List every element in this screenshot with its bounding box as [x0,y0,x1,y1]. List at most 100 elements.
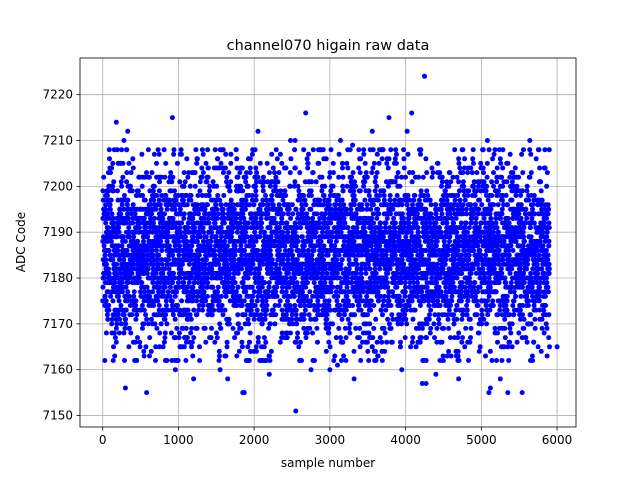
data-point [316,303,322,308]
data-point [366,188,372,194]
data-point [272,170,277,176]
data-point [364,293,370,299]
data-point [338,266,344,272]
data-point [383,252,389,258]
data-point [402,289,408,295]
data-point [445,252,451,258]
data-point [395,170,401,176]
data-point [334,298,340,304]
data-point [153,229,159,235]
data-point [435,270,441,276]
data-point [264,303,270,308]
data-point [465,298,471,304]
data-point [187,229,193,235]
data-point [338,335,343,341]
data-point [129,312,135,318]
data-point [117,206,123,212]
data-point [192,225,197,231]
data-point [359,252,365,258]
data-point [303,202,309,208]
data-point [260,298,265,304]
data-point [477,197,482,203]
data-point [305,248,311,253]
data-point [451,312,457,318]
data-point [285,229,291,235]
data-point [209,312,215,318]
data-point [238,243,244,249]
data-point [398,220,404,226]
data-point [312,234,318,240]
data-point [323,321,329,327]
data-point [232,280,238,286]
data-point [273,174,279,180]
data-point [371,160,377,166]
data-point [418,188,424,194]
data-point [377,193,383,198]
data-point [459,206,465,212]
data-point [410,335,416,341]
data-point [468,335,473,341]
data-point [358,270,364,276]
data-point [155,298,161,304]
data-point [258,215,264,221]
data-point [189,275,195,281]
data-point [212,252,218,258]
data-point [102,358,108,363]
data-point [188,248,194,253]
data-point [424,335,429,341]
data-point [340,174,346,180]
data-point [235,312,241,318]
data-point [137,344,143,350]
data-point [439,183,444,189]
data-point [157,330,163,336]
data-point [419,252,425,258]
data-point [385,165,391,171]
data-point [280,197,286,203]
data-point [162,284,168,290]
data-point [265,266,271,272]
data-point [122,358,127,363]
data-point [290,252,296,258]
data-point [396,234,402,240]
data-point [223,165,228,171]
data-point [103,298,109,304]
data-point [429,275,435,281]
data-point [108,170,113,176]
data-point [125,289,131,295]
data-point [442,261,448,267]
data-point [304,220,310,226]
data-point [333,206,339,212]
data-point [472,202,478,208]
data-point [203,234,209,240]
data-point [298,266,304,272]
data-point [438,206,444,212]
data-point [344,183,350,189]
data-point [330,183,336,189]
data-point [165,261,170,267]
data-point [188,197,194,203]
data-point [251,243,256,249]
data-point [238,325,244,331]
data-point [310,330,315,336]
data-point [407,197,413,203]
data-point [207,243,213,249]
data-point [202,270,208,276]
data-point [400,215,406,221]
data-point [462,225,468,231]
data-point [371,220,377,226]
data-point [162,266,168,272]
data-point [361,147,367,153]
data-point [454,275,460,281]
data-point [156,307,162,313]
data-point [442,188,448,194]
data-point [384,280,390,286]
data-point [415,225,421,231]
data-point [126,225,132,231]
data-point [276,248,282,253]
data-point [119,280,125,286]
data-point [402,312,408,318]
data-point [117,270,123,276]
data-point [265,289,271,295]
data-point [247,330,253,336]
data-point [200,238,206,244]
